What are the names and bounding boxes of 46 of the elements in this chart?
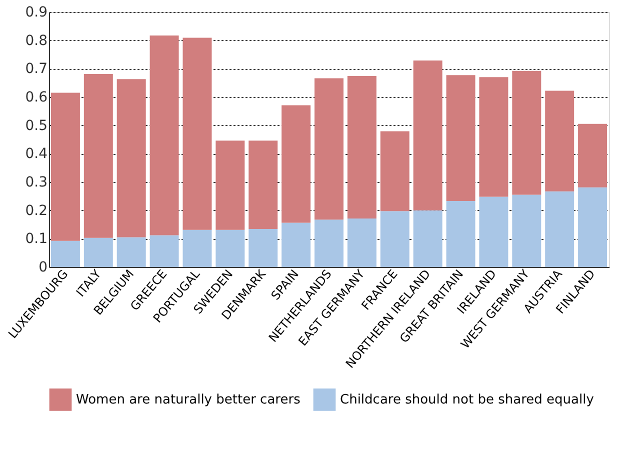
bar: [84, 74, 113, 238]
bar: [282, 222, 311, 267]
bar: [545, 90, 574, 192]
bar: [248, 229, 278, 267]
bar: [413, 60, 442, 210]
bar: [314, 220, 344, 267]
bar: [512, 70, 542, 195]
bar: [446, 75, 476, 201]
bar: [545, 191, 574, 267]
bar: [380, 131, 410, 212]
bar: [216, 230, 245, 267]
y-tick-label: 0.5: [25, 118, 48, 134]
legend-label: Childcare should not be shared equally: [340, 392, 594, 408]
bar: [150, 235, 179, 267]
bar: [479, 77, 508, 197]
bar: [314, 78, 344, 220]
y-tick-label: 0.2: [25, 202, 48, 219]
bar: [578, 187, 608, 267]
bar: [347, 218, 376, 267]
y-tick-label: 0.3: [25, 174, 48, 190]
bar: [50, 92, 80, 241]
y-tick-label: 0: [38, 260, 48, 276]
bar: [282, 105, 311, 223]
legend-label: Women are naturally better carers: [76, 392, 301, 408]
bar: [84, 238, 113, 267]
bar: [413, 210, 442, 267]
bar: [512, 194, 542, 267]
y-tick-label: 0.9: [25, 4, 48, 20]
bar: [248, 140, 278, 230]
y-tick-label: 0.8: [25, 32, 48, 49]
bar: [216, 140, 245, 230]
y-tick-label: 0.1: [25, 231, 48, 248]
y-tick-label: 0.7: [25, 61, 48, 78]
bar: [446, 200, 476, 267]
bar: [578, 124, 608, 188]
bar: [116, 237, 146, 267]
y-tick-label: 0.4: [25, 146, 48, 162]
bar: [380, 211, 410, 267]
bar: [479, 196, 508, 267]
y-tick-label: 0.6: [25, 90, 48, 106]
bar: [116, 79, 146, 238]
bar: [347, 76, 376, 219]
bar: [182, 230, 212, 267]
bar: [150, 36, 179, 236]
bar: [182, 38, 212, 230]
bar: [50, 240, 80, 267]
